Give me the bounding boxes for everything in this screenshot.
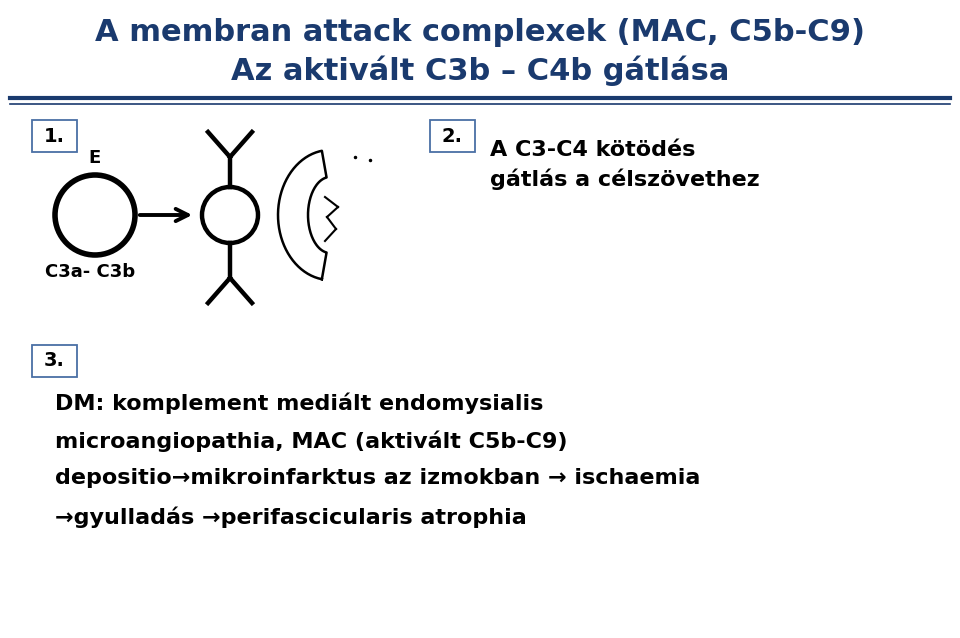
FancyBboxPatch shape: [32, 345, 77, 377]
Text: 2.: 2.: [442, 126, 463, 145]
FancyBboxPatch shape: [430, 120, 475, 152]
FancyBboxPatch shape: [32, 120, 77, 152]
Text: A C3-C4 kötödés: A C3-C4 kötödés: [490, 140, 695, 160]
Text: 1.: 1.: [44, 126, 65, 145]
Text: microangiopathia, MAC (aktivált C5b-C9): microangiopathia, MAC (aktivált C5b-C9): [55, 430, 567, 452]
Text: 3.: 3.: [43, 352, 64, 371]
Text: A membran attack complexek (MAC, C5b-C9): A membran attack complexek (MAC, C5b-C9): [95, 18, 865, 47]
Text: C3a- C3b: C3a- C3b: [45, 263, 135, 281]
Text: Az aktivált C3b – C4b gátlása: Az aktivált C3b – C4b gátlása: [230, 56, 730, 87]
Text: gátlás a célszövethez: gátlás a célszövethez: [490, 168, 759, 189]
Text: DM: komplement mediált endomysialis: DM: komplement mediált endomysialis: [55, 392, 543, 413]
Text: depositio→mikroinfarktus az izmokban → ischaemia: depositio→mikroinfarktus az izmokban → i…: [55, 468, 701, 488]
Text: E: E: [89, 149, 101, 167]
Text: →gyulladás →perifascicularis atrophia: →gyulladás →perifascicularis atrophia: [55, 506, 527, 528]
